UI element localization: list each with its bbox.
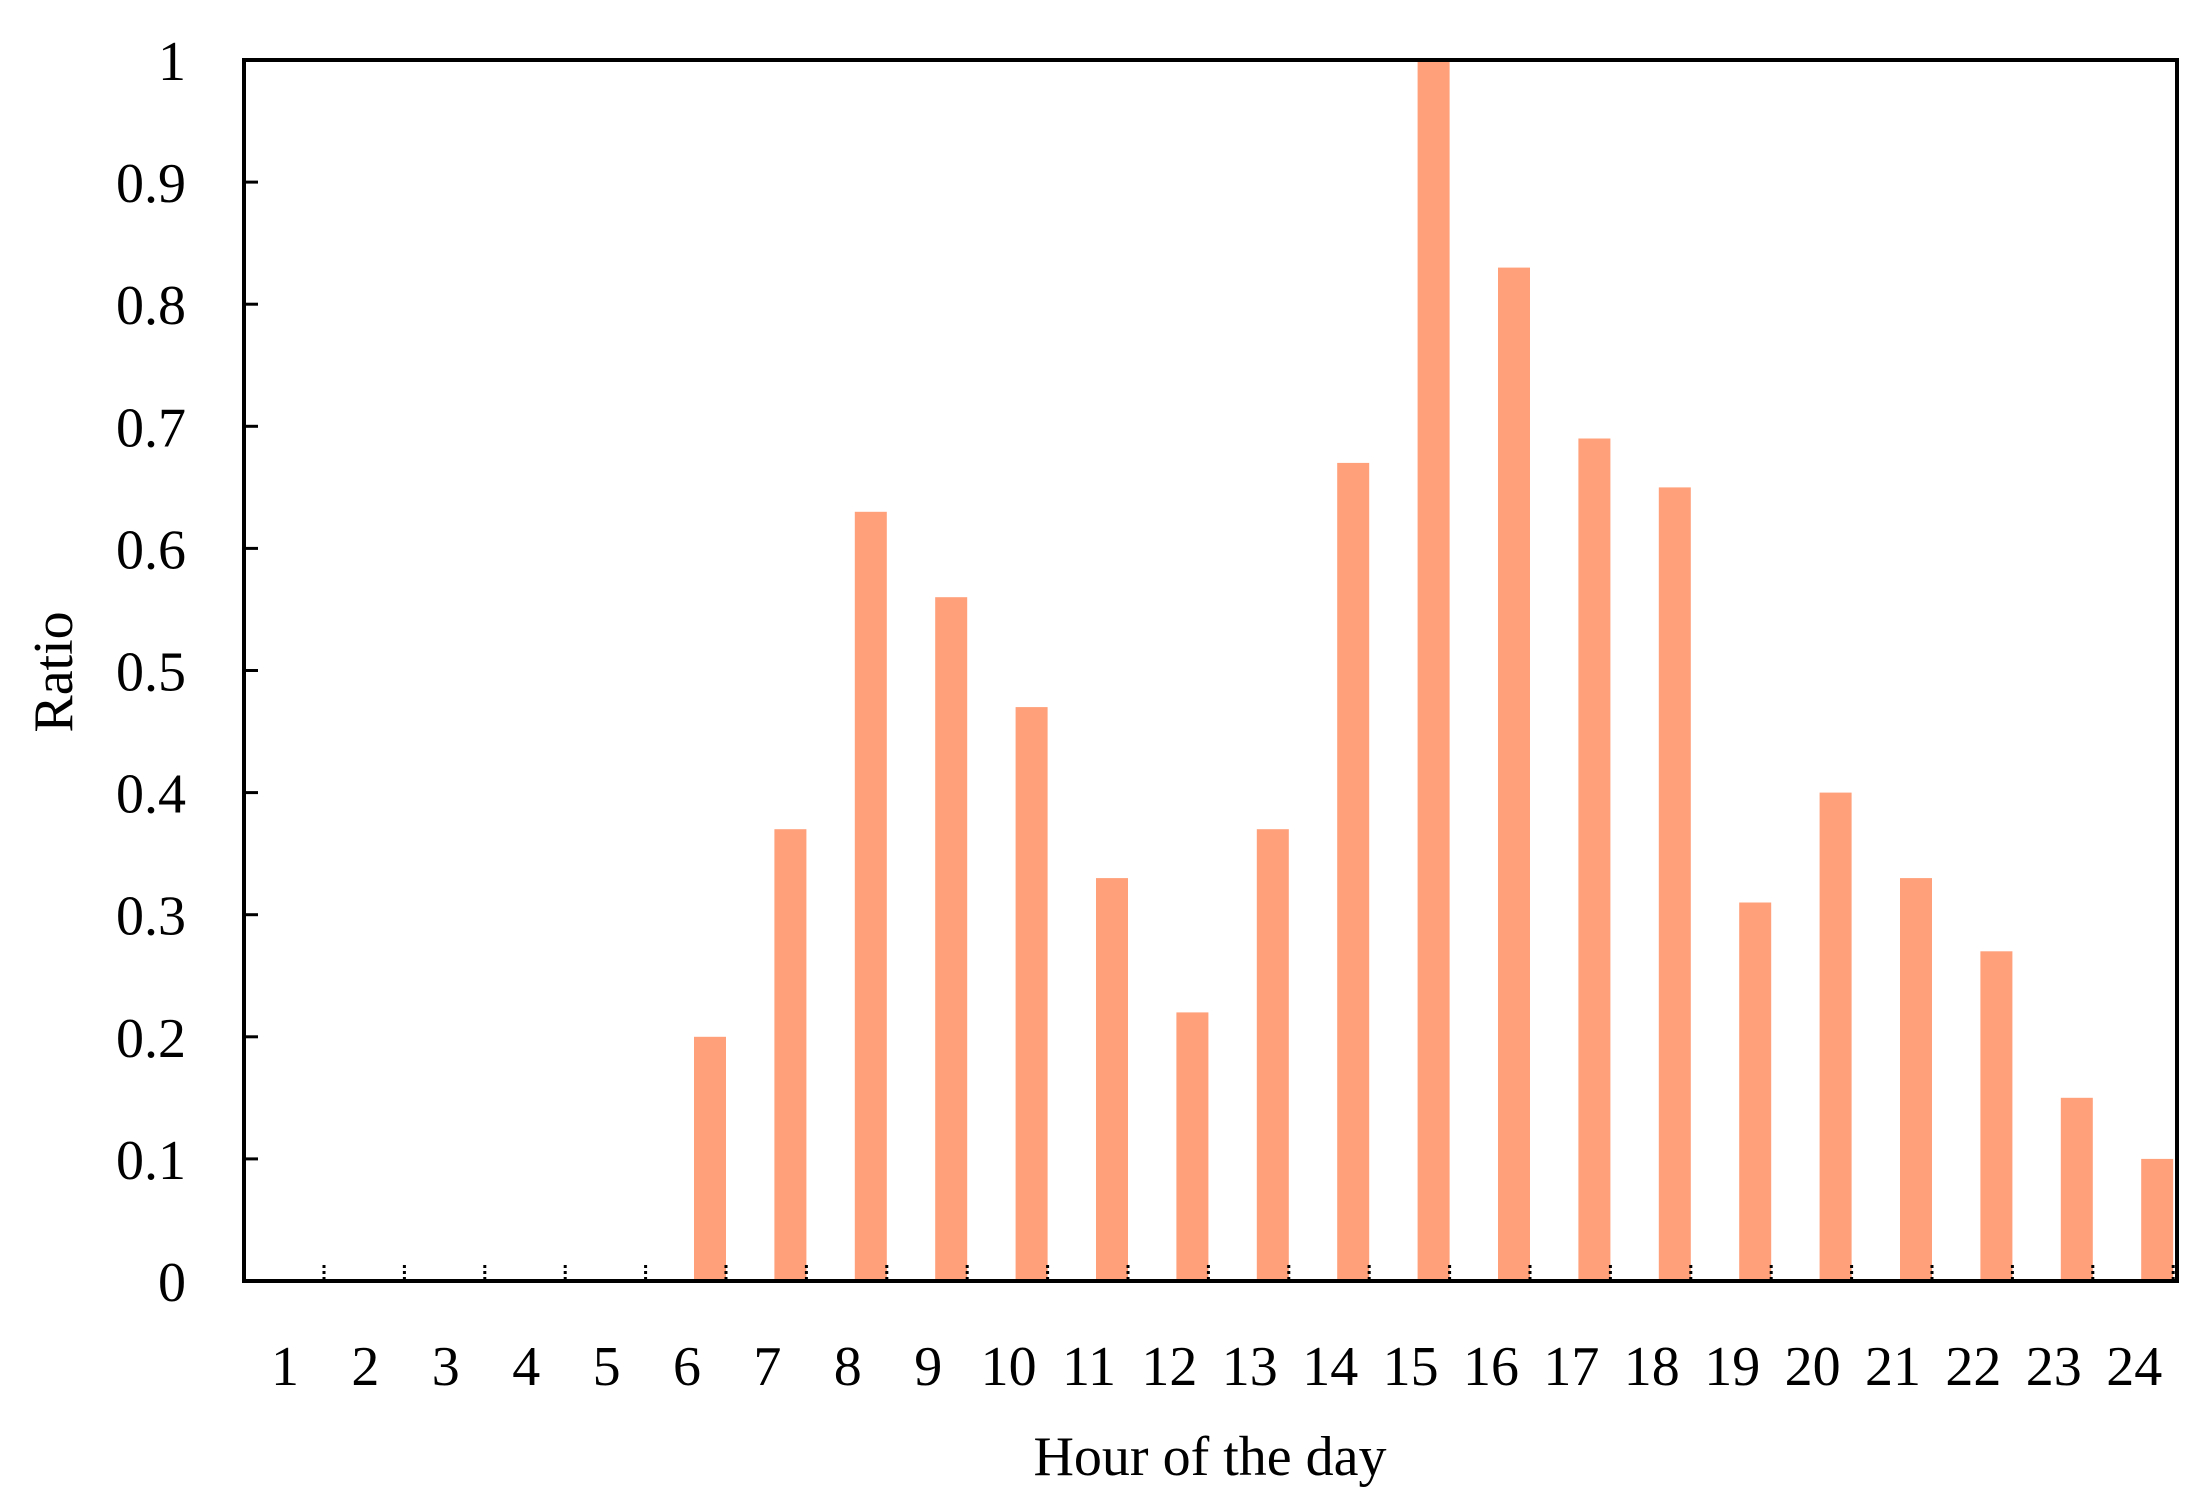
y-axis-title: Ratio: [23, 611, 85, 732]
x-tick-label-1: 1: [271, 1336, 299, 1398]
marker-layer: [322, 1265, 2175, 1279]
bar-6: [694, 1036, 726, 1281]
y-tick-label: 0.4: [116, 764, 186, 826]
x-tick-label-13: 13: [1222, 1336, 1278, 1398]
x-tick-label-21: 21: [1865, 1336, 1921, 1398]
x-tick-label-2: 2: [351, 1336, 379, 1398]
x-tick-label-11: 11: [1062, 1336, 1116, 1398]
bar-20: [1819, 792, 1852, 1281]
x-tick-label-17: 17: [1543, 1336, 1599, 1398]
bar-8: [854, 511, 887, 1281]
y-tick-label: 0.1: [116, 1130, 186, 1192]
x-tick-label-6: 6: [673, 1336, 701, 1398]
y-tick-label: 1: [158, 31, 186, 93]
bar-11: [1096, 878, 1128, 1281]
x-tick-label-5: 5: [593, 1336, 621, 1398]
bar-24: [2141, 1158, 2174, 1281]
bar-16: [1498, 267, 1530, 1282]
y-tick-label: 0.2: [116, 1008, 186, 1070]
bar-22: [1980, 951, 2013, 1281]
y-tick-label: 0.9: [116, 153, 186, 215]
x-tick-label-24: 24: [2106, 1336, 2162, 1398]
bar-9: [935, 597, 968, 1281]
x-tick-label-10: 10: [981, 1336, 1037, 1398]
bars-layer: [694, 60, 2174, 1282]
y-tick-label: 0.7: [116, 397, 186, 459]
plot-frame: [242, 58, 2179, 1283]
bar-17: [1578, 438, 1611, 1281]
x-tick-label-14: 14: [1302, 1336, 1358, 1398]
x-tick-label-16: 16: [1463, 1336, 1519, 1398]
x-tick-label-9: 9: [914, 1336, 942, 1398]
x-axis-title: Hour of the day: [1033, 1426, 1386, 1488]
x-tick-label-7: 7: [753, 1336, 781, 1398]
x-tick-label-3: 3: [432, 1336, 460, 1398]
x-tick-label-12: 12: [1141, 1336, 1197, 1398]
bar-7: [774, 829, 807, 1281]
bar-15: [1417, 60, 1450, 1281]
x-tick-label-19: 19: [1704, 1336, 1760, 1398]
bar-19: [1739, 902, 1772, 1281]
x-tick-label-8: 8: [834, 1336, 862, 1398]
bar-14: [1337, 462, 1370, 1281]
bar-10: [1015, 707, 1048, 1281]
x-tick-label-15: 15: [1383, 1336, 1439, 1398]
x-axis: 1 2 3 4 5 6 7 8 9 10 11 12 13 14 15 16 17 18 19 20 21 22 23 24: [271, 1336, 2162, 1398]
x-tick-label-22: 22: [1945, 1336, 2001, 1398]
y-tick-label: 0.5: [116, 642, 186, 704]
y-tick-label: 0.6: [116, 519, 186, 581]
y-axis: 0 0.1 0.2 0.3 0.4 0.5 0.6 0.7 0.8 0.9 1: [116, 31, 258, 1314]
y-tick-label: 0: [158, 1252, 186, 1314]
bar-12: [1176, 1012, 1209, 1281]
bar-21: [1900, 878, 1932, 1281]
bar-13: [1256, 829, 1289, 1281]
x-tick-label-18: 18: [1624, 1336, 1680, 1398]
bar-18: [1658, 487, 1691, 1281]
x-tick-label-23: 23: [2026, 1336, 2082, 1398]
y-tick-label: 0.8: [116, 275, 186, 337]
x-tick-label-4: 4: [512, 1336, 540, 1398]
x-tick-label-20: 20: [1785, 1336, 1841, 1398]
y-tick-label: 0.3: [116, 886, 186, 948]
bar-23: [2060, 1097, 2093, 1281]
